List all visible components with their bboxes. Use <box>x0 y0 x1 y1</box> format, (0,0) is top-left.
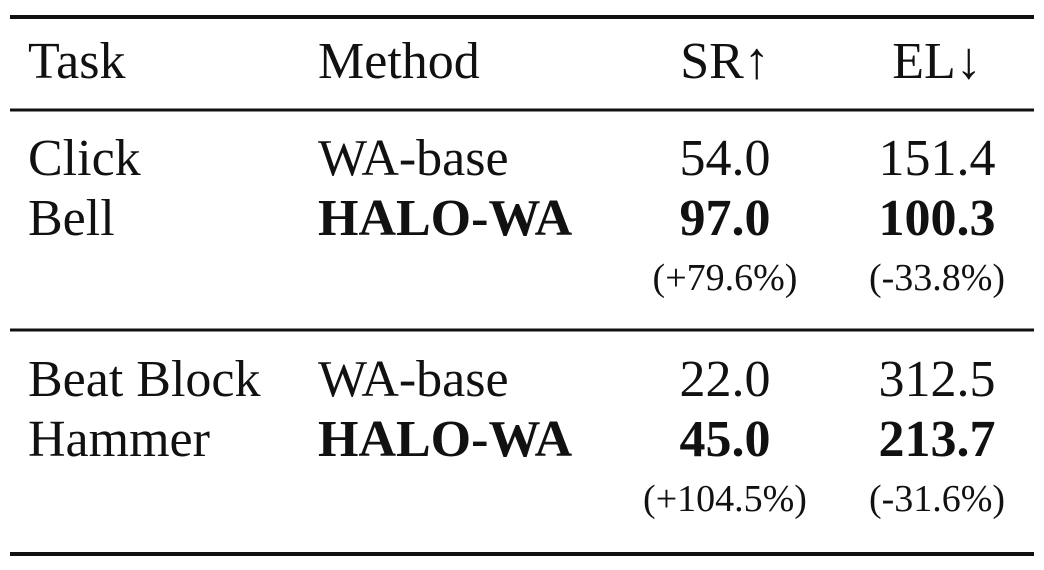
method-name: WA-base <box>318 351 509 408</box>
task-name: Bell <box>28 190 115 247</box>
sr-change: (+104.5%) <box>643 478 807 520</box>
header-cell: EL↓ <box>892 33 982 90</box>
el-change: (-33.8%) <box>869 257 1005 299</box>
method-name: HALO-WA <box>318 411 573 468</box>
header-cell: Task <box>28 33 125 90</box>
el-value: 151.4 <box>879 130 996 187</box>
el-change: (-31.6%) <box>869 478 1005 520</box>
method-name: WA-base <box>318 130 509 187</box>
method-name: HALO-WA <box>318 190 573 247</box>
el-value: 213.7 <box>879 411 996 468</box>
sr-value: 45.0 <box>680 411 771 468</box>
el-value: 100.3 <box>879 190 996 247</box>
header-cell: Method <box>318 33 480 90</box>
task-name: Beat Block <box>28 351 261 408</box>
task-name: Hammer <box>28 411 210 468</box>
sr-value: 97.0 <box>680 190 771 247</box>
sr-value: 54.0 <box>680 130 771 187</box>
header-cell: SR↑ <box>680 33 770 90</box>
sr-value: 22.0 <box>680 351 771 408</box>
el-value: 312.5 <box>879 351 996 408</box>
sr-change: (+79.6%) <box>653 257 798 299</box>
task-name: Click <box>28 130 141 187</box>
